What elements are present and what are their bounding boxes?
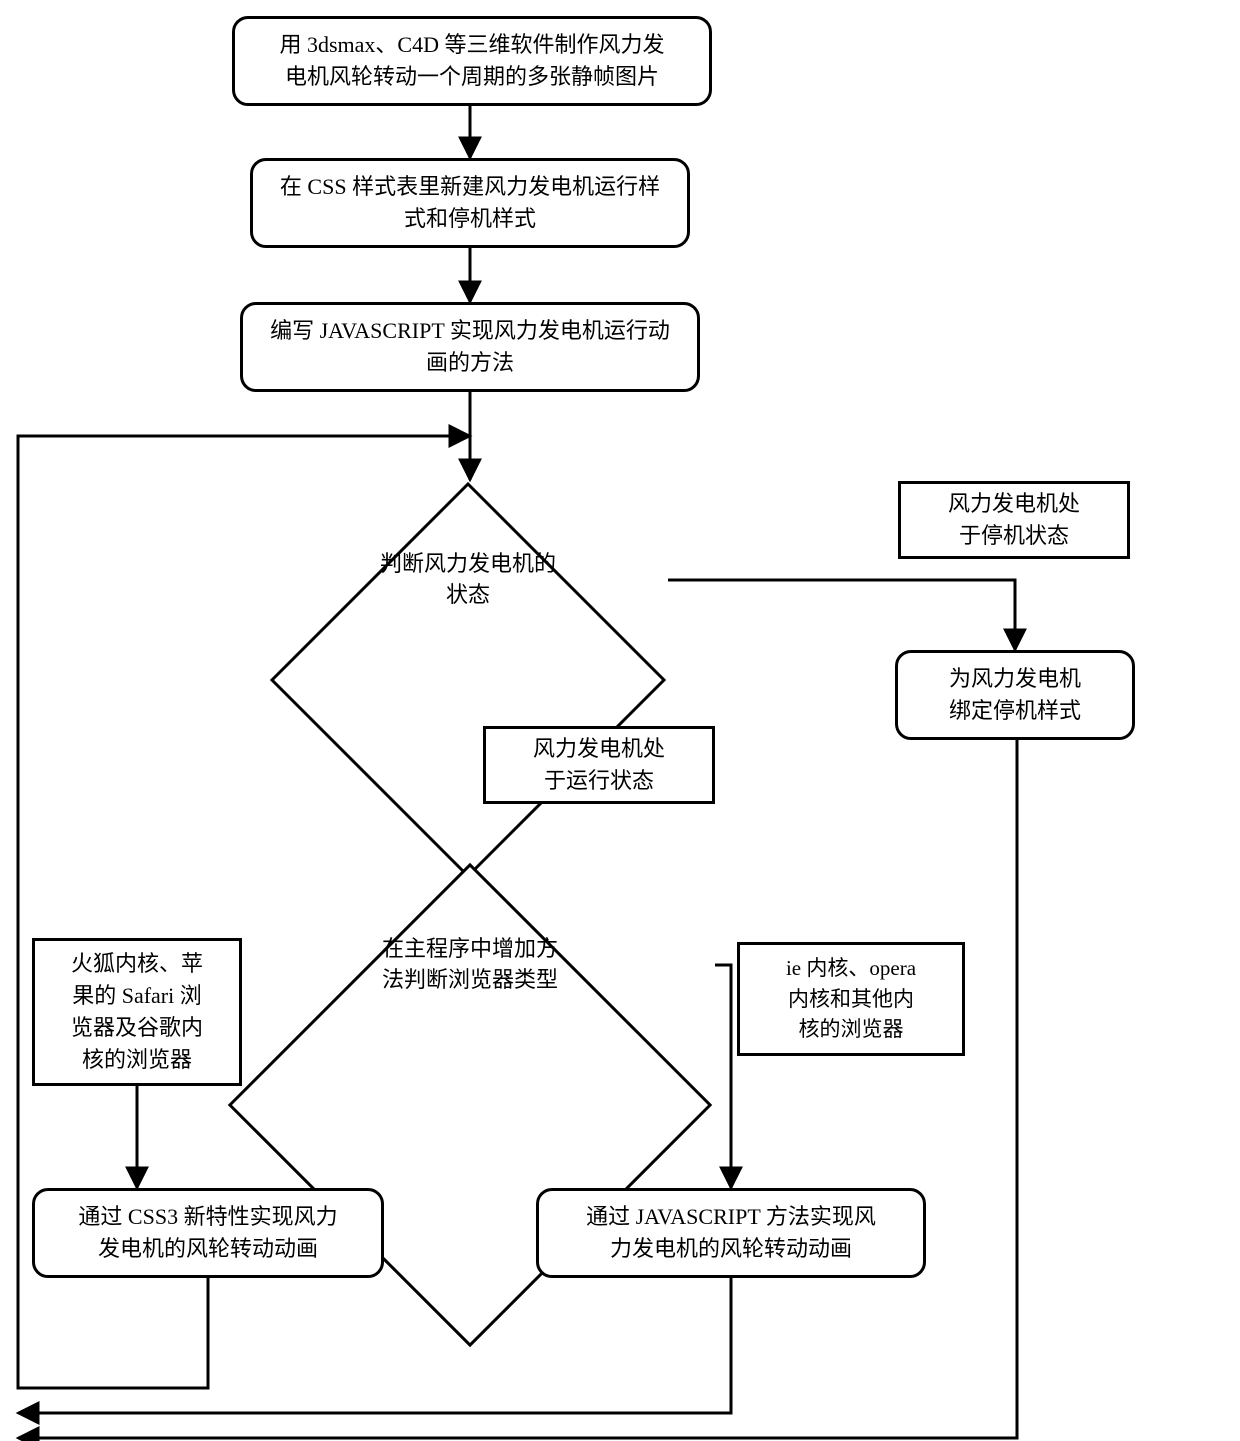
label-ie-opera-other: ie 内核、opera内核和其他内核的浏览器	[737, 942, 965, 1056]
node-js-animation: 通过 JAVASCRIPT 方法实现风力发电机的风轮转动动画	[536, 1188, 926, 1278]
decision-browser-type-label: 在主程序中增加方法判断浏览器类型	[225, 860, 715, 1070]
label-stopped-state: 风力发电机处于停机状态	[898, 481, 1130, 559]
label-running-state: 风力发电机处于运行状态	[483, 726, 715, 804]
node-step3: 编写 JAVASCRIPT 实现风力发电机运行动画的方法	[240, 302, 700, 392]
decision-generator-state: 判断风力发电机的状态	[268, 480, 668, 680]
node-step2: 在 CSS 样式表里新建风力发电机运行样式和停机样式	[250, 158, 690, 248]
decision-generator-state-label: 判断风力发电机的状态	[268, 480, 668, 680]
decision-browser-type: 在主程序中增加方法判断浏览器类型	[225, 860, 715, 1070]
node-css3-animation: 通过 CSS3 新特性实现风力发电机的风轮转动动画	[32, 1188, 384, 1278]
node-bind-stop-style: 为风力发电机绑定停机样式	[895, 650, 1135, 740]
label-firefox-safari-chrome: 火狐内核、苹果的 Safari 浏览器及谷歌内核的浏览器	[32, 938, 242, 1086]
node-step1: 用 3dsmax、C4D 等三维软件制作风力发电机风轮转动一个周期的多张静帧图片	[232, 16, 712, 106]
